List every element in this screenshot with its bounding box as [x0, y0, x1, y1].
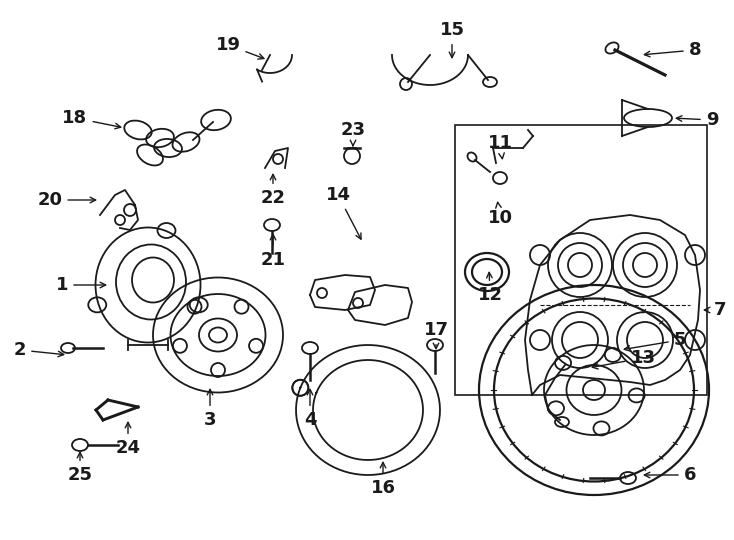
- Text: 1: 1: [56, 276, 106, 294]
- Text: 15: 15: [440, 21, 465, 58]
- Text: 21: 21: [261, 234, 286, 269]
- Text: 12: 12: [478, 272, 503, 304]
- Text: 9: 9: [676, 111, 719, 129]
- Text: 11: 11: [487, 134, 512, 159]
- Text: 3: 3: [204, 389, 217, 429]
- Text: 6: 6: [644, 466, 697, 484]
- Text: 18: 18: [62, 109, 121, 129]
- Text: 4: 4: [304, 389, 316, 429]
- Text: 14: 14: [325, 186, 361, 239]
- Text: 8: 8: [644, 41, 701, 59]
- Text: 25: 25: [68, 453, 92, 484]
- Text: 20: 20: [37, 191, 95, 209]
- Text: 22: 22: [261, 174, 286, 207]
- Text: 24: 24: [115, 422, 140, 457]
- Text: 10: 10: [487, 202, 512, 227]
- Text: 19: 19: [216, 36, 264, 59]
- Text: 16: 16: [371, 462, 396, 497]
- Text: 23: 23: [341, 121, 366, 146]
- Text: 7: 7: [705, 301, 726, 319]
- Text: 2: 2: [14, 341, 64, 359]
- Text: 13: 13: [592, 349, 655, 369]
- Text: 17: 17: [424, 321, 448, 349]
- Bar: [455, 125, 707, 395]
- Text: 5: 5: [625, 331, 686, 351]
